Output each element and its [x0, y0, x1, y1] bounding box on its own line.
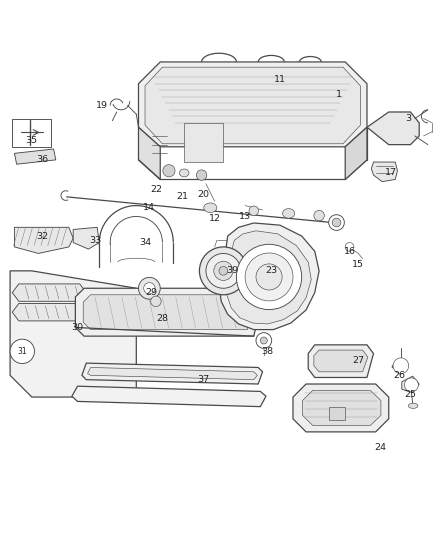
Circle shape: [328, 215, 344, 230]
Text: 28: 28: [156, 314, 169, 323]
Circle shape: [404, 378, 418, 392]
Text: 32: 32: [37, 231, 49, 240]
Polygon shape: [303, 391, 381, 425]
Text: 29: 29: [145, 288, 158, 297]
Polygon shape: [308, 345, 374, 377]
Polygon shape: [12, 303, 86, 321]
Polygon shape: [138, 127, 160, 180]
Circle shape: [214, 261, 233, 280]
Circle shape: [196, 170, 207, 180]
Circle shape: [345, 243, 354, 251]
Text: 30: 30: [71, 323, 84, 332]
Circle shape: [163, 165, 175, 177]
Text: 26: 26: [394, 371, 406, 380]
Circle shape: [256, 264, 282, 290]
Circle shape: [393, 358, 409, 374]
Polygon shape: [226, 231, 311, 324]
Bar: [12, 118, 51, 147]
Text: 3: 3: [405, 114, 411, 123]
Circle shape: [256, 333, 272, 349]
Polygon shape: [392, 360, 408, 372]
Circle shape: [151, 296, 161, 306]
Text: 37: 37: [198, 375, 210, 384]
Circle shape: [237, 244, 302, 310]
Text: 17: 17: [385, 168, 397, 177]
Polygon shape: [14, 149, 56, 164]
Text: 35: 35: [25, 136, 37, 145]
Circle shape: [199, 247, 247, 295]
Text: 1: 1: [336, 90, 342, 99]
Text: 20: 20: [198, 190, 210, 199]
Circle shape: [332, 218, 341, 227]
Ellipse shape: [204, 203, 217, 213]
Circle shape: [10, 339, 35, 364]
Text: 11: 11: [274, 75, 286, 84]
Text: 19: 19: [95, 101, 107, 110]
Polygon shape: [73, 228, 99, 249]
Ellipse shape: [314, 211, 324, 221]
Circle shape: [219, 266, 228, 275]
Polygon shape: [184, 123, 223, 162]
Text: 12: 12: [208, 214, 221, 223]
Text: 15: 15: [352, 260, 364, 269]
Text: 39: 39: [226, 266, 238, 276]
Polygon shape: [371, 162, 397, 182]
Circle shape: [206, 254, 241, 288]
Polygon shape: [293, 384, 389, 432]
Polygon shape: [145, 67, 360, 144]
Polygon shape: [314, 350, 368, 372]
Ellipse shape: [249, 206, 258, 215]
Text: 25: 25: [405, 390, 417, 399]
Ellipse shape: [408, 403, 418, 408]
Text: 24: 24: [374, 442, 386, 451]
Bar: [328, 407, 345, 419]
Polygon shape: [75, 288, 262, 336]
Polygon shape: [88, 367, 257, 379]
Polygon shape: [138, 62, 367, 147]
Text: 16: 16: [343, 247, 356, 256]
Text: 21: 21: [176, 192, 188, 201]
Circle shape: [138, 277, 160, 299]
Text: 13: 13: [239, 212, 251, 221]
Polygon shape: [83, 295, 254, 329]
Circle shape: [260, 337, 267, 344]
Text: 23: 23: [265, 266, 277, 276]
Polygon shape: [14, 228, 73, 254]
Circle shape: [245, 253, 293, 301]
Ellipse shape: [283, 208, 295, 218]
Polygon shape: [12, 284, 86, 301]
Polygon shape: [345, 127, 367, 180]
Text: 22: 22: [150, 184, 162, 193]
Polygon shape: [72, 386, 266, 407]
Polygon shape: [219, 223, 319, 329]
Polygon shape: [82, 363, 262, 384]
Polygon shape: [367, 112, 419, 144]
Text: 14: 14: [143, 203, 155, 212]
Ellipse shape: [180, 169, 189, 177]
Polygon shape: [10, 271, 136, 397]
Polygon shape: [402, 376, 419, 393]
Text: 38: 38: [261, 347, 273, 356]
Text: 34: 34: [139, 238, 151, 247]
Text: 31: 31: [18, 347, 27, 356]
Text: 27: 27: [352, 356, 364, 365]
Text: 33: 33: [89, 236, 101, 245]
Circle shape: [144, 282, 155, 294]
Text: 36: 36: [37, 156, 49, 164]
